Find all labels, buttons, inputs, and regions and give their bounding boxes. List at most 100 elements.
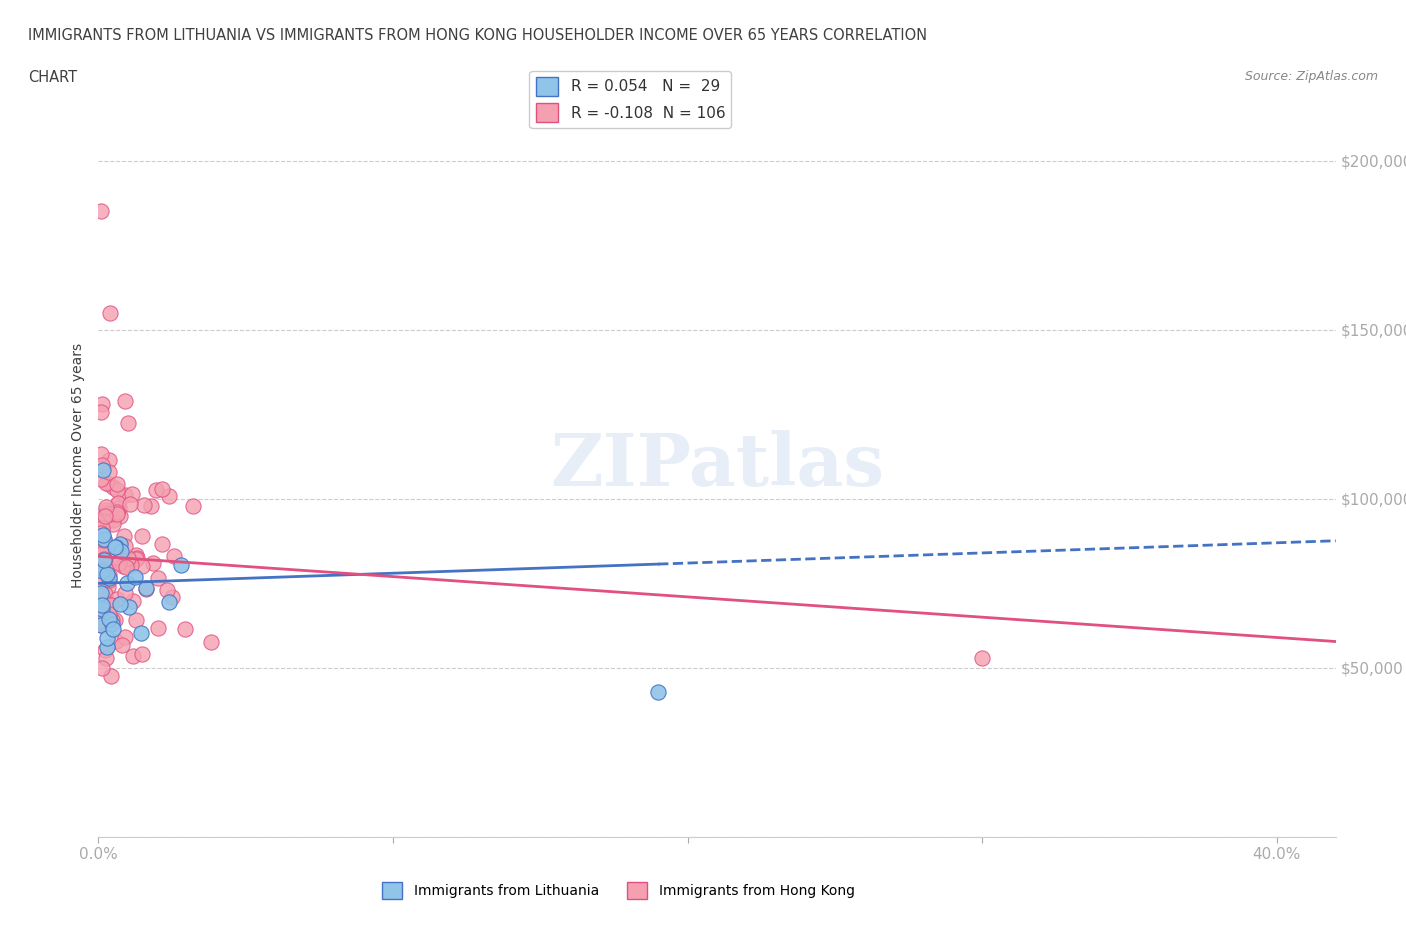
Point — [98, 571, 121, 586]
Point — [110, 509, 132, 524]
Point — [94, 499, 117, 514]
Point — [90, 521, 112, 536]
Point — [150, 537, 173, 551]
Point — [105, 634, 128, 649]
Point — [157, 594, 180, 609]
Point — [110, 544, 132, 559]
Point — [97, 596, 120, 611]
Point — [105, 507, 128, 522]
Point — [97, 609, 120, 624]
Point — [98, 606, 121, 621]
Point — [105, 591, 128, 606]
Point — [100, 617, 122, 631]
Point — [142, 556, 165, 571]
Point — [98, 452, 121, 467]
Point — [96, 631, 118, 645]
Point — [127, 551, 149, 565]
Point — [94, 475, 117, 490]
Point — [117, 415, 139, 430]
Point — [90, 514, 112, 529]
Point — [93, 531, 115, 546]
Point — [156, 583, 179, 598]
Point — [122, 593, 145, 608]
Point — [131, 559, 153, 574]
Point — [118, 497, 141, 512]
Point — [114, 488, 136, 503]
Point — [90, 618, 112, 632]
Point — [112, 559, 135, 574]
Point — [90, 522, 112, 537]
Point — [114, 394, 136, 409]
Point — [96, 566, 118, 581]
Point — [125, 547, 148, 562]
Point — [90, 616, 112, 631]
Text: IMMIGRANTS FROM LITHUANIA VS IMMIGRANTS FROM HONG KONG HOUSEHOLDER INCOME OVER 6: IMMIGRANTS FROM LITHUANIA VS IMMIGRANTS … — [28, 28, 927, 43]
Point — [107, 496, 129, 511]
Point — [114, 538, 136, 553]
Point — [90, 458, 112, 473]
Point — [170, 558, 193, 573]
Point — [90, 543, 112, 558]
Point — [101, 621, 124, 636]
Point — [125, 552, 148, 567]
Text: ZIPatlas: ZIPatlas — [550, 430, 884, 500]
Point — [93, 551, 115, 566]
Point — [145, 483, 167, 498]
Point — [96, 559, 118, 574]
Point — [174, 622, 197, 637]
Text: Source: ZipAtlas.com: Source: ZipAtlas.com — [1244, 70, 1378, 83]
Point — [93, 552, 115, 567]
Point — [94, 587, 117, 602]
Y-axis label: Householder Income Over 65 years: Householder Income Over 65 years — [70, 342, 84, 588]
Point — [97, 572, 120, 587]
Point — [91, 574, 114, 589]
Point — [90, 525, 112, 540]
Point — [117, 551, 139, 565]
Point — [157, 489, 180, 504]
Point — [97, 465, 120, 480]
Point — [105, 550, 128, 565]
Point — [114, 586, 136, 601]
Point — [107, 477, 129, 492]
Point — [125, 613, 148, 628]
Point — [120, 557, 142, 572]
Point — [103, 479, 125, 494]
Point — [94, 562, 117, 577]
Point — [90, 397, 112, 412]
Point — [107, 555, 129, 570]
Point — [132, 498, 155, 512]
Point — [108, 537, 131, 551]
Point — [98, 611, 121, 626]
Point — [100, 507, 122, 522]
Point — [121, 486, 143, 501]
Point — [91, 463, 114, 478]
Point — [105, 505, 128, 520]
Point — [108, 597, 131, 612]
Point — [90, 204, 112, 219]
Point — [148, 570, 170, 585]
Point — [91, 598, 114, 613]
Point — [111, 638, 134, 653]
Point — [100, 598, 122, 613]
Legend: Immigrants from Lithuania, Immigrants from Hong Kong: Immigrants from Lithuania, Immigrants fr… — [375, 876, 860, 905]
Point — [163, 549, 186, 564]
Point — [90, 472, 112, 486]
Point — [94, 643, 117, 658]
Point — [91, 564, 114, 578]
Point — [90, 606, 112, 621]
Point — [100, 669, 122, 684]
Point — [93, 532, 115, 547]
Point — [117, 576, 139, 591]
Point — [972, 650, 994, 665]
Point — [96, 541, 118, 556]
Point — [107, 496, 129, 511]
Point — [135, 582, 157, 597]
Point — [124, 569, 146, 584]
Point — [135, 581, 157, 596]
Point — [90, 585, 112, 600]
Point — [98, 305, 121, 320]
Point — [90, 447, 112, 462]
Point — [98, 476, 121, 491]
Point — [90, 614, 112, 629]
Point — [200, 635, 222, 650]
